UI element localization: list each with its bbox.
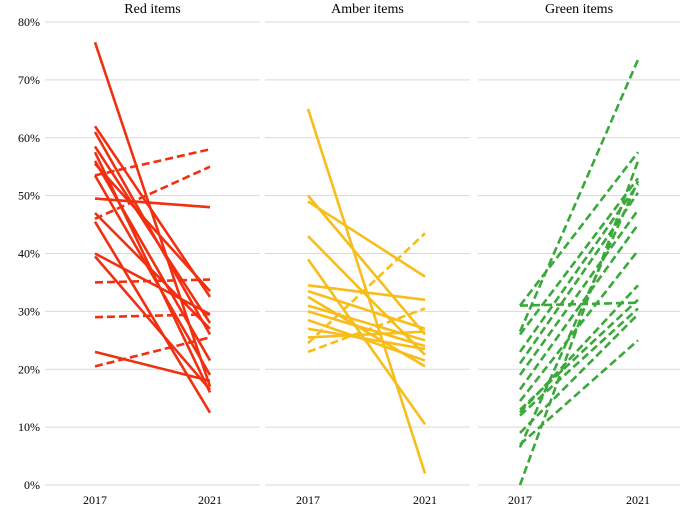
series-line [94,350,211,383]
panel-title: Red items [124,2,180,17]
x-tick-label: 2017 [83,493,107,506]
panel-title: Green items [545,2,613,17]
series-line [307,327,426,351]
series-line [518,59,640,333]
y-tick-label: 60% [18,131,40,145]
series-line [93,220,212,414]
series-line [518,249,640,402]
series-line [307,232,426,345]
y-tick-label: 40% [18,247,40,261]
y-tick-label: 0% [24,478,40,492]
series-line [94,252,211,316]
series-line [518,209,640,376]
series-line [307,330,426,339]
series-line [519,301,639,307]
series-line [94,212,211,330]
x-tick-label: 2021 [626,493,650,506]
series-line [94,255,211,391]
series-line [519,298,639,411]
series-line [518,177,640,336]
series-line [94,336,211,368]
x-tick-label: 2021 [198,493,222,506]
series-line [518,160,640,486]
series-line [94,197,211,209]
series-line [93,41,212,388]
series-line [307,318,426,362]
series-line [306,108,427,474]
series-line [307,307,426,354]
series-line [307,194,426,336]
series-line [518,151,640,307]
series-line [307,304,426,342]
series-line [94,278,211,284]
series-line [94,148,211,177]
series-line [518,180,640,448]
series-line [518,223,640,391]
x-tick-label: 2017 [508,493,532,506]
series-line [519,313,639,434]
y-tick-label: 50% [18,189,40,203]
y-tick-label: 20% [18,362,40,376]
panel-title: Amber items [331,2,404,17]
series-line [94,312,211,319]
y-tick-label: 30% [18,304,40,318]
series-line [519,307,639,417]
series-line [307,200,426,278]
y-tick-label: 70% [18,73,40,87]
series-line [307,310,426,348]
series-line [93,160,212,362]
series-line [94,162,211,292]
series-line [307,289,426,330]
series-line [519,339,639,446]
y-tick-label: 80% [18,15,40,29]
series-line [307,284,426,302]
x-tick-label: 2021 [413,493,437,506]
series-line [518,191,640,365]
series-line [93,145,212,324]
series-line [94,165,211,220]
y-tick-label: 10% [18,420,40,434]
x-tick-label: 2017 [296,493,320,506]
